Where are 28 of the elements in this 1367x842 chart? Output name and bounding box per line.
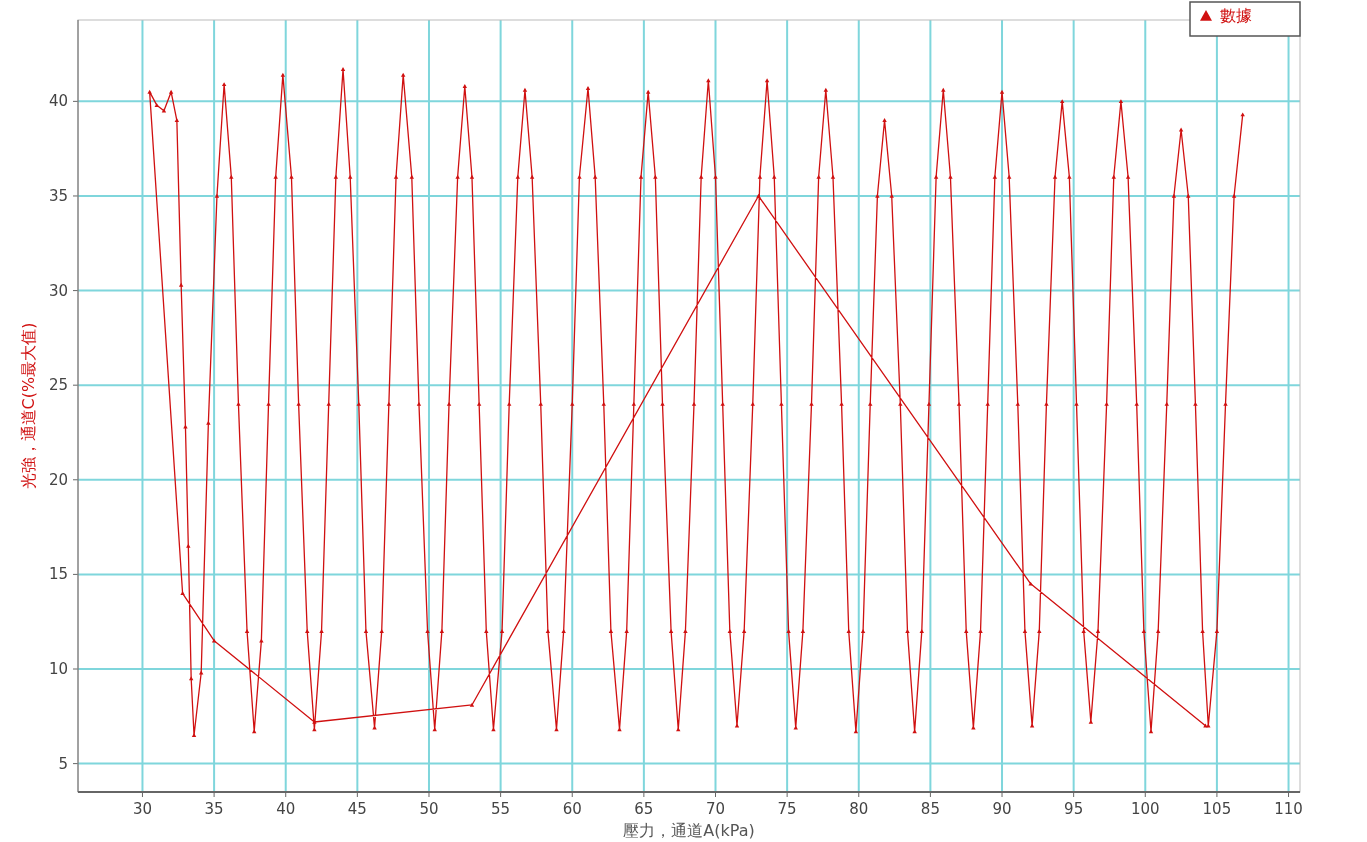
x-axis-title: 壓力，通道A(kPa): [623, 821, 755, 840]
x-tick-label: 85: [920, 800, 940, 818]
x-tick-label: 35: [204, 800, 224, 818]
x-tick-label: 75: [777, 800, 797, 818]
x-tick-label: 80: [849, 800, 869, 818]
x-tick-label: 110: [1274, 800, 1303, 818]
x-tick-label: 90: [992, 800, 1012, 818]
x-tick-label: 105: [1202, 800, 1232, 818]
x-tick-label: 70: [705, 800, 726, 818]
y-tick-label: 40: [48, 92, 68, 111]
y-tick-label: 20: [48, 470, 68, 489]
x-tick-label: 55: [491, 800, 511, 818]
y-axis-title: 光強，通道C(%最大值): [19, 322, 38, 490]
y-tick-label: 35: [48, 186, 68, 205]
x-tick-label: 45: [347, 800, 367, 818]
y-tick-label: 25: [48, 376, 68, 395]
x-tick-label: 30: [132, 800, 153, 818]
y-tick-label: 10: [48, 660, 68, 679]
y-tick-label: 5: [58, 754, 68, 773]
x-tick-label: 65: [634, 800, 654, 818]
x-tick-label: 50: [419, 800, 439, 818]
x-tick-label: 40: [276, 800, 296, 818]
x-tick-label: 95: [1064, 800, 1084, 818]
y-tick-label: 15: [48, 565, 68, 584]
x-tick-label: 60: [562, 800, 582, 818]
x-tick-label: 100: [1130, 800, 1160, 818]
legend-label: 數據: [1220, 6, 1252, 25]
y-tick-label: 30: [48, 281, 68, 300]
